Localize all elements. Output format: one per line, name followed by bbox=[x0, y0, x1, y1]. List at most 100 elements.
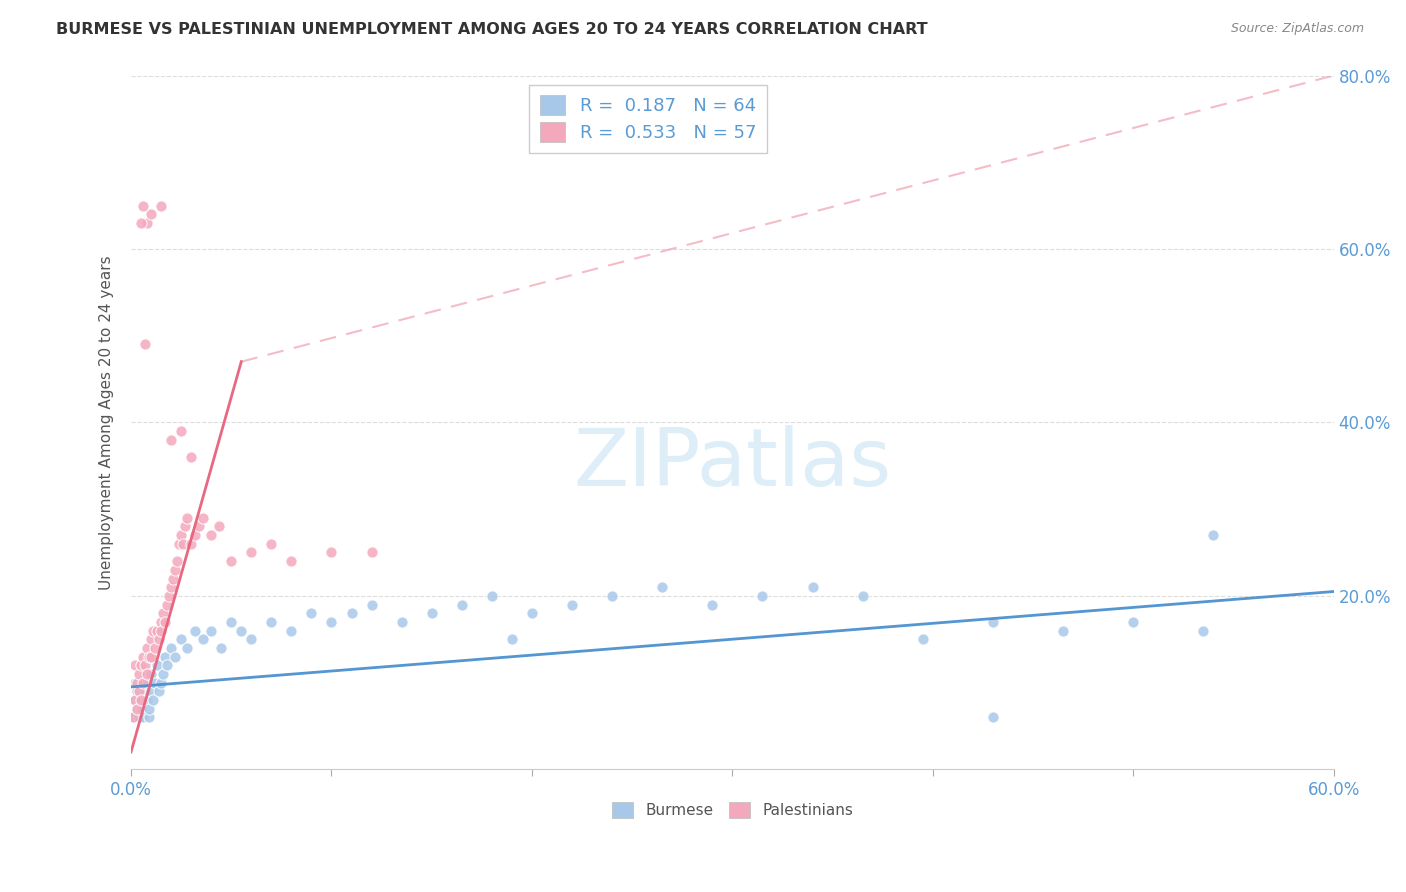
Point bbox=[180, 537, 202, 551]
Point bbox=[156, 658, 179, 673]
Point bbox=[132, 198, 155, 212]
Point bbox=[219, 554, 242, 568]
Point bbox=[160, 580, 183, 594]
Point bbox=[124, 658, 146, 673]
Point bbox=[125, 675, 148, 690]
Point bbox=[150, 675, 173, 690]
Point bbox=[1202, 528, 1225, 542]
Point bbox=[148, 632, 170, 647]
Point bbox=[128, 693, 150, 707]
Point bbox=[122, 710, 145, 724]
Point bbox=[134, 337, 156, 351]
Point bbox=[132, 693, 155, 707]
Point bbox=[240, 632, 263, 647]
Point bbox=[160, 433, 183, 447]
Point bbox=[139, 667, 162, 681]
Point bbox=[138, 701, 160, 715]
Point bbox=[184, 528, 207, 542]
Point bbox=[481, 589, 503, 603]
Point bbox=[132, 675, 155, 690]
Point bbox=[1122, 615, 1144, 629]
Point bbox=[125, 701, 148, 715]
Point bbox=[136, 693, 159, 707]
Point bbox=[651, 580, 673, 594]
Point bbox=[139, 207, 162, 221]
Point bbox=[124, 693, 146, 707]
Point bbox=[174, 519, 197, 533]
Point bbox=[360, 598, 382, 612]
Point bbox=[153, 615, 176, 629]
Point bbox=[150, 624, 173, 638]
Point bbox=[260, 615, 283, 629]
Point bbox=[124, 693, 146, 707]
Point bbox=[146, 624, 169, 638]
Point bbox=[136, 640, 159, 655]
Point bbox=[184, 624, 207, 638]
Point bbox=[125, 684, 148, 698]
Point bbox=[165, 563, 187, 577]
Point bbox=[170, 632, 193, 647]
Point bbox=[167, 537, 190, 551]
Point bbox=[561, 598, 583, 612]
Point bbox=[153, 649, 176, 664]
Point bbox=[219, 615, 242, 629]
Point bbox=[136, 216, 159, 230]
Point bbox=[852, 589, 875, 603]
Point bbox=[209, 640, 232, 655]
Point bbox=[152, 667, 174, 681]
Point bbox=[231, 624, 253, 638]
Point bbox=[134, 667, 156, 681]
Point bbox=[340, 606, 363, 620]
Point bbox=[134, 684, 156, 698]
Point bbox=[981, 615, 1004, 629]
Point bbox=[136, 675, 159, 690]
Point bbox=[321, 615, 343, 629]
Point bbox=[188, 519, 211, 533]
Text: Source: ZipAtlas.com: Source: ZipAtlas.com bbox=[1230, 22, 1364, 36]
Point bbox=[166, 554, 188, 568]
Point bbox=[142, 693, 165, 707]
Point bbox=[138, 710, 160, 724]
Point bbox=[136, 667, 159, 681]
Point bbox=[180, 450, 202, 464]
Point bbox=[600, 589, 623, 603]
Point bbox=[129, 658, 152, 673]
Point bbox=[143, 640, 166, 655]
Point bbox=[150, 198, 173, 212]
Point bbox=[160, 640, 183, 655]
Y-axis label: Unemployment Among Ages 20 to 24 years: Unemployment Among Ages 20 to 24 years bbox=[100, 255, 114, 590]
Point bbox=[501, 632, 523, 647]
Point bbox=[172, 537, 194, 551]
Point bbox=[193, 632, 215, 647]
Point bbox=[142, 624, 165, 638]
Point bbox=[200, 624, 222, 638]
Point bbox=[176, 640, 198, 655]
Point bbox=[170, 528, 193, 542]
Point bbox=[801, 580, 824, 594]
Point bbox=[129, 216, 152, 230]
Text: ZIPatlas: ZIPatlas bbox=[574, 425, 891, 503]
Point bbox=[702, 598, 724, 612]
Point bbox=[148, 684, 170, 698]
Point bbox=[299, 606, 322, 620]
Point bbox=[125, 701, 148, 715]
Point bbox=[280, 554, 302, 568]
Point bbox=[129, 701, 152, 715]
Point bbox=[162, 572, 184, 586]
Point bbox=[138, 649, 160, 664]
Point bbox=[260, 537, 283, 551]
Point bbox=[157, 589, 180, 603]
Point bbox=[360, 545, 382, 559]
Point bbox=[122, 710, 145, 724]
Point bbox=[146, 658, 169, 673]
Text: BURMESE VS PALESTINIAN UNEMPLOYMENT AMONG AGES 20 TO 24 YEARS CORRELATION CHART: BURMESE VS PALESTINIAN UNEMPLOYMENT AMON… bbox=[56, 22, 928, 37]
Point bbox=[143, 675, 166, 690]
Point bbox=[124, 675, 146, 690]
Point bbox=[128, 667, 150, 681]
Point bbox=[1052, 624, 1074, 638]
Point bbox=[156, 598, 179, 612]
Point bbox=[139, 649, 162, 664]
Point bbox=[139, 632, 162, 647]
Point bbox=[391, 615, 413, 629]
Point bbox=[129, 693, 152, 707]
